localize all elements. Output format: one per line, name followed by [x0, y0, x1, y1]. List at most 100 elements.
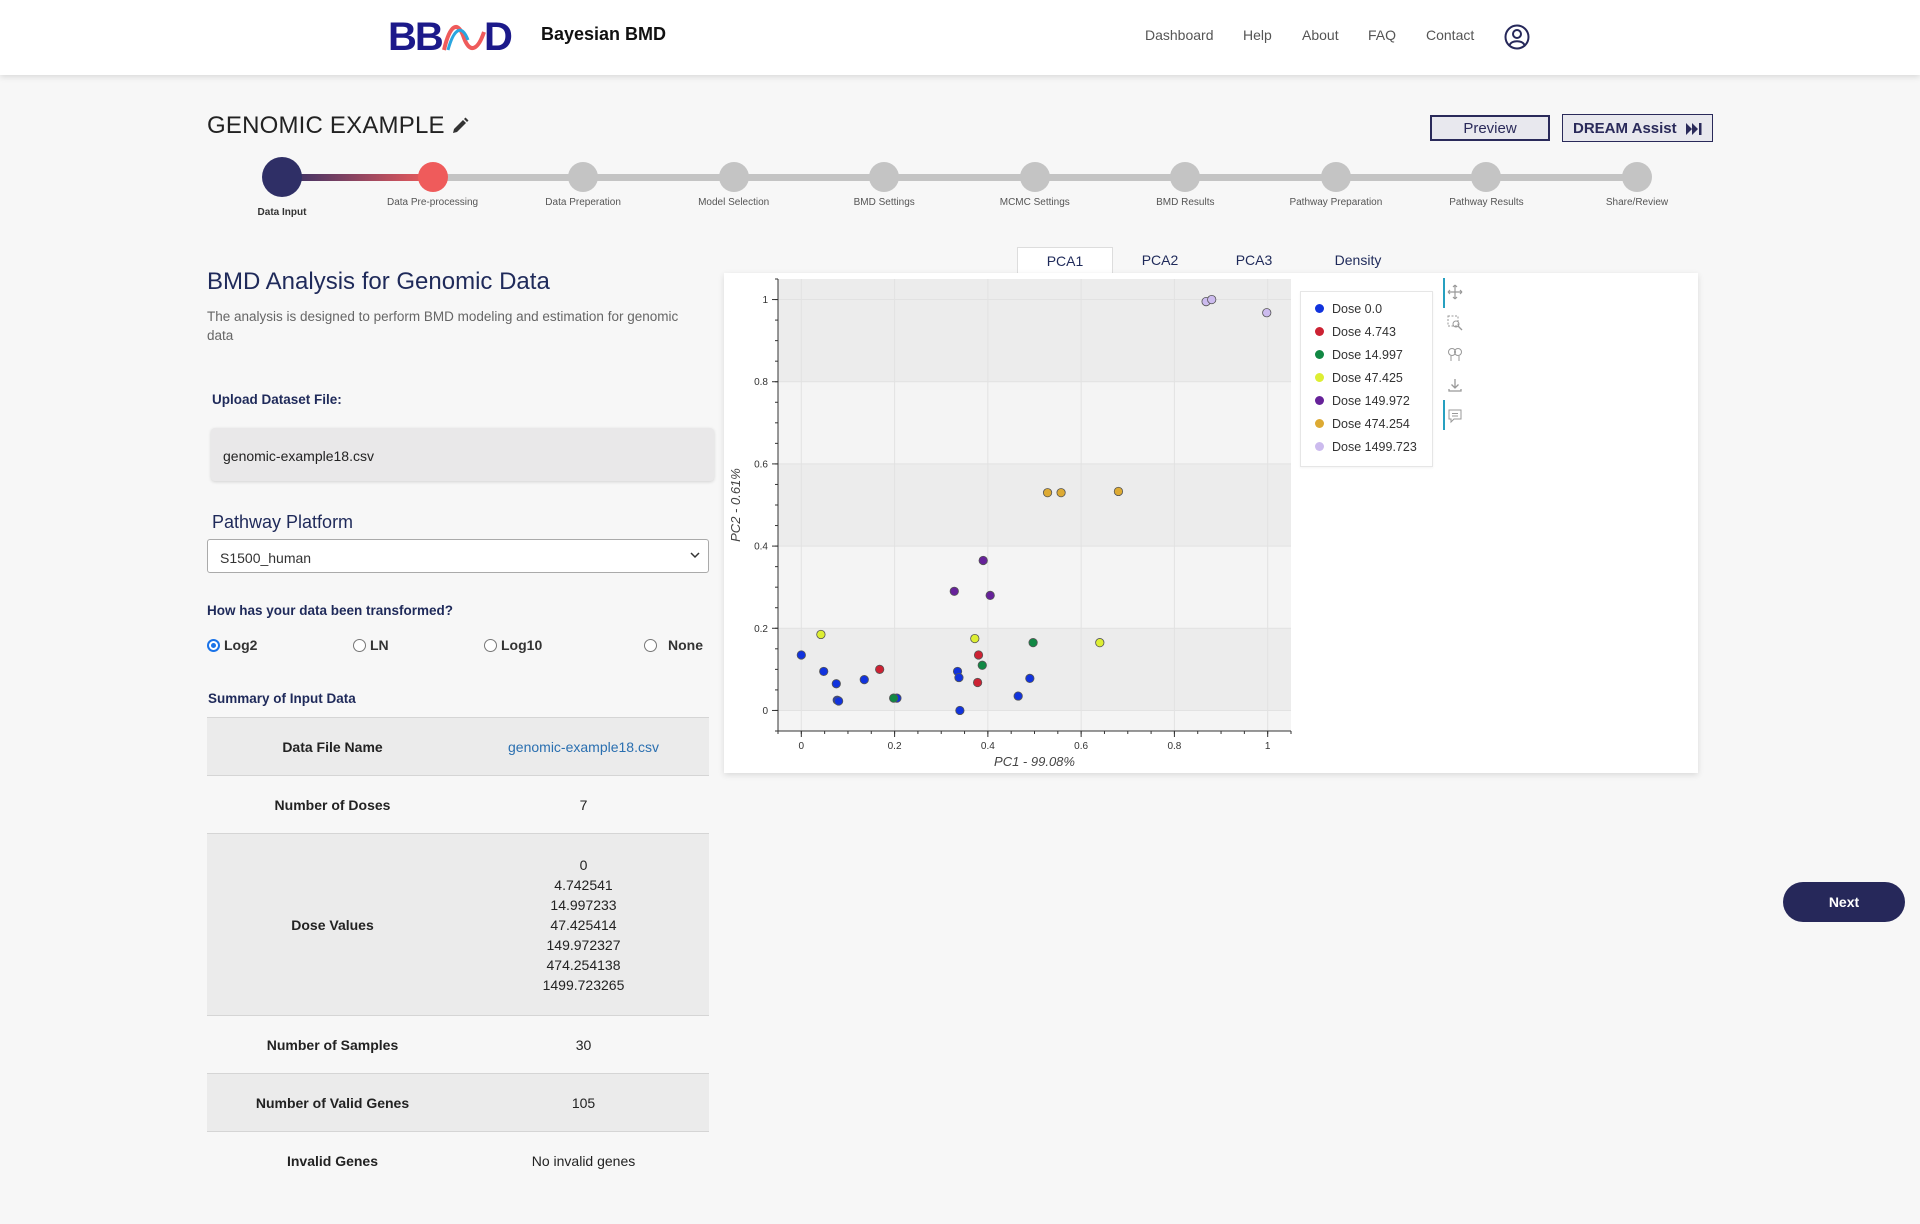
legend-item[interactable]: Dose 47.425	[1315, 371, 1403, 385]
user-circle-icon[interactable]	[1504, 24, 1530, 50]
hover-icon[interactable]	[1447, 408, 1463, 424]
legend-label: Dose 4.743	[1332, 325, 1396, 339]
nav-help[interactable]: Help	[1243, 27, 1272, 43]
stepper-progress	[282, 174, 432, 181]
fast-forward-icon	[1686, 123, 1702, 135]
table-row: Number of Doses 7	[207, 775, 709, 834]
dose-value: 4.742541	[554, 876, 613, 893]
step-label: BMD Results	[1156, 197, 1215, 208]
dose-value: 474.254138	[546, 956, 621, 973]
step-label: BMD Settings	[853, 197, 915, 208]
step-label: Pathway Results	[1449, 197, 1524, 208]
brand-name: Bayesian BMD	[541, 24, 667, 44]
radio-log10[interactable]: Log10	[484, 637, 542, 653]
dose-value: 149.972327	[546, 936, 621, 953]
legend-swatch	[1315, 419, 1324, 428]
chevron-down-icon	[690, 552, 700, 559]
legend-swatch	[1315, 442, 1324, 451]
step-dot[interactable]	[262, 157, 302, 197]
legend-item[interactable]: Dose 1499.723	[1315, 440, 1417, 454]
summary-value: 7	[458, 775, 709, 834]
legend-item[interactable]: Dose 4.743	[1315, 325, 1396, 339]
step-dot[interactable]	[417, 162, 448, 192]
next-button[interactable]: Next	[1783, 882, 1905, 922]
stepper-track	[282, 174, 1637, 181]
svg-text:BB: BB	[388, 15, 443, 56]
legend-label: Dose 0.0	[1332, 302, 1383, 316]
radio-ln[interactable]: LN	[353, 637, 389, 653]
dose-values-cell: 0 4.742541 14.997233 47.425414 149.97232…	[458, 833, 709, 1016]
step-label: Pathway Preparation	[1289, 197, 1383, 208]
radio-log2[interactable]: Log2	[207, 637, 257, 653]
dose-value: 14.997233	[550, 896, 617, 913]
legend-label: Dose 14.997	[1332, 348, 1403, 362]
analysis-description: The analysis is designed to perform BMD …	[207, 309, 679, 343]
summary-table: Data File Name genomic-example18.csv Num…	[207, 717, 709, 1190]
summary-label: Summary of Input Data	[208, 691, 356, 706]
legend-item[interactable]: Dose 474.254	[1315, 417, 1410, 431]
box-zoom-icon[interactable]	[1447, 315, 1463, 331]
step-dot[interactable]	[1170, 162, 1201, 192]
radio-log10-label: Log10	[501, 637, 543, 653]
summary-key: Invalid Genes	[207, 1131, 458, 1190]
radio-log2-circle[interactable]	[207, 639, 220, 652]
table-row: Dose Values 0 4.742541 14.997233 47.4254…	[207, 833, 709, 1016]
bbmd-logo[interactable]: BB D	[388, 14, 522, 56]
upload-dataset-field[interactable]: genomic-example18.csv	[211, 428, 714, 481]
data-file-link[interactable]: genomic-example18.csv	[508, 738, 659, 755]
step-label: Model Selection	[698, 197, 770, 208]
step-dot[interactable]	[1471, 162, 1502, 192]
chart-toolbar	[1443, 278, 1467, 430]
step-dot[interactable]	[1019, 162, 1050, 192]
nav-contact[interactable]: Contact	[1426, 27, 1475, 43]
dream-assist-button[interactable]: DREAM Assist	[1562, 114, 1713, 142]
tab-density[interactable]: Density	[1334, 252, 1382, 268]
step-label: Data Input	[257, 207, 307, 218]
step-dot[interactable]	[1320, 162, 1351, 192]
summary-key: Data File Name	[207, 717, 458, 776]
toolbar-active-marker	[1443, 278, 1445, 308]
tab-pca3[interactable]: PCA3	[1235, 252, 1273, 268]
radio-none-circle[interactable]	[644, 639, 657, 652]
top-header: BB D Bayesian BMD Dashboard Help About F…	[0, 0, 1920, 75]
nav-about[interactable]: About	[1302, 27, 1339, 43]
summary-key: Number of Valid Genes	[207, 1073, 458, 1132]
nav-dashboard[interactable]: Dashboard	[1145, 27, 1214, 43]
radio-ln-circle[interactable]	[353, 639, 366, 652]
dose-value: 47.425414	[550, 916, 617, 933]
pathway-platform-value: S1500_human	[220, 550, 312, 566]
legend-label: Dose 149.972	[1332, 394, 1410, 408]
wheel-zoom-icon[interactable]	[1447, 346, 1463, 362]
step-dot[interactable]	[568, 162, 599, 192]
legend-item[interactable]: Dose 0.0	[1315, 302, 1382, 316]
summary-value: 105	[458, 1073, 709, 1132]
step-dot[interactable]	[869, 162, 900, 192]
step-dot[interactable]	[1622, 162, 1652, 192]
dose-value: 0	[579, 856, 588, 873]
legend-swatch	[1315, 350, 1324, 359]
chart-legend: Dose 0.0 Dose 4.743 Dose 14.997 Dose 47.425…	[1300, 291, 1433, 467]
step-dot[interactable]	[718, 162, 749, 192]
preview-button[interactable]: Preview	[1430, 115, 1550, 141]
radio-log10-circle[interactable]	[484, 639, 497, 652]
tab-pca1[interactable]: PCA1	[1017, 247, 1113, 273]
radio-none[interactable]: None	[644, 637, 703, 653]
table-row: Data File Name genomic-example18.csv	[207, 717, 709, 776]
edit-icon[interactable]	[451, 117, 469, 135]
page-title: GENOMIC EXAMPLE	[207, 112, 445, 139]
pan-icon[interactable]	[1447, 284, 1463, 300]
upload-file-name: genomic-example18.csv	[223, 448, 374, 464]
legend-swatch	[1315, 327, 1324, 336]
upload-label: Upload Dataset File:	[212, 392, 342, 407]
tab-pca2[interactable]: PCA2	[1141, 252, 1179, 268]
table-row: Number of Valid Genes 105	[207, 1073, 709, 1132]
save-icon[interactable]	[1447, 377, 1463, 393]
legend-item[interactable]: Dose 149.972	[1315, 394, 1410, 408]
step-label: Share/Review	[1605, 197, 1669, 208]
radio-log2-label: Log2	[224, 637, 258, 653]
nav-faq[interactable]: FAQ	[1368, 27, 1397, 43]
legend-item[interactable]: Dose 14.997	[1315, 348, 1403, 362]
pathway-platform-select[interactable]: S1500_human	[207, 539, 709, 573]
svg-text:D: D	[484, 15, 513, 56]
dream-assist-label: DREAM Assist	[1573, 119, 1677, 137]
